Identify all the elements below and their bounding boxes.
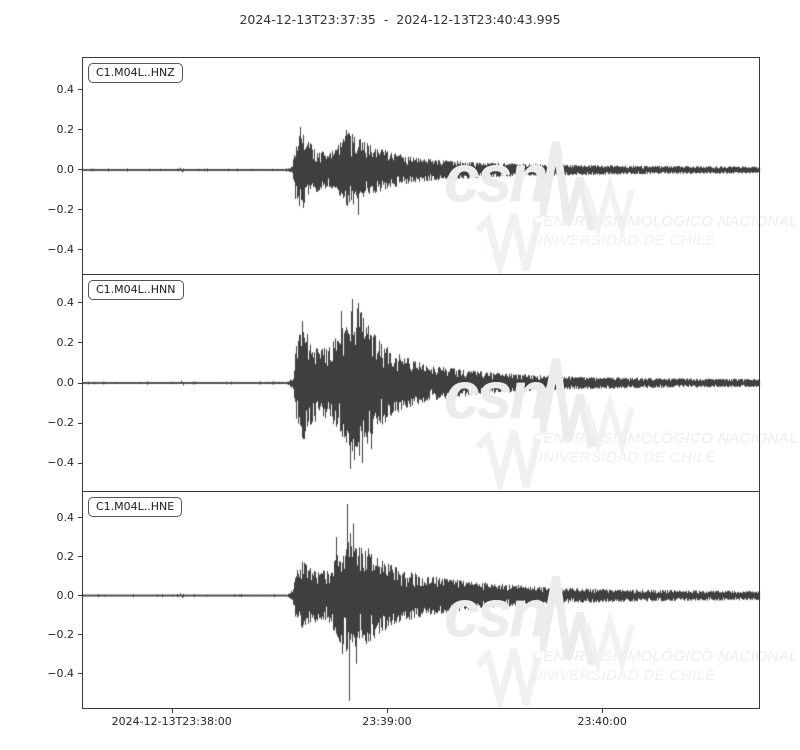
y-tick-label: 0.4: [56, 82, 75, 96]
y-tick-label: 0.0: [56, 588, 75, 602]
csn-watermark: csn CENTRO SISMOLÓGICO NACIONAL UNIVERSI…: [440, 140, 797, 287]
panel-divider: [82, 491, 760, 492]
y-tick-label: 0.0: [56, 376, 75, 389]
y-tick-label: 0.2: [56, 335, 75, 349]
csn-logo-text: csn: [444, 356, 548, 434]
y-tick-label: −0.2: [47, 627, 74, 641]
y-tick-label: −0.4: [47, 456, 74, 470]
y-tick-label: −0.2: [47, 416, 74, 430]
watermark-caption: CENTRO SISMOLÓGICO NACIONAL UNIVERSIDAD …: [532, 429, 798, 467]
watermark-line1: CENTRO SISMOLÓGICO NACIONAL: [532, 213, 798, 230]
axes-frame: [82, 57, 760, 709]
csn-watermark: csn CENTRO SISMOLÓGICO NACIONAL UNIVERSI…: [440, 357, 797, 504]
x-tick-label: 23:40:00: [577, 715, 627, 728]
seismic-zigzag-icon: [540, 141, 635, 240]
csn-w-zigzag-icon: [475, 213, 542, 274]
seismic-zigzag-icon: [540, 358, 635, 457]
seismic-zigzag-icon: [540, 576, 635, 675]
channel-label-hnn: C1.M04L..HNN: [88, 280, 184, 300]
x-tick-label: 23:39:00: [362, 715, 412, 728]
y-tick-mark: [78, 462, 82, 464]
y-tick-mark: [78, 209, 82, 211]
y-tick-label: −0.2: [47, 202, 74, 216]
y-tick-mark: [78, 129, 82, 131]
y-tick-label: 0.4: [56, 510, 75, 524]
y-tick-mark: [78, 302, 82, 304]
y-tick-mark: [78, 673, 82, 675]
watermark-line2: UNIVERSIDAD DE CHILE: [532, 449, 716, 466]
csn-w-zigzag-icon: [475, 430, 542, 491]
y-tick-mark: [78, 89, 82, 91]
y-tick-mark: [78, 422, 82, 424]
y-tick-mark: [78, 169, 82, 171]
watermark-line1: CENTRO SISMOLÓGICO NACIONAL: [532, 430, 798, 447]
channel-label-hnz: C1.M04L..HNZ: [88, 63, 183, 83]
y-tick-mark: [78, 517, 82, 519]
y-tick-mark: [78, 556, 82, 558]
y-tick-mark: [78, 342, 82, 344]
y-tick-mark: [78, 595, 82, 597]
x-tick-mark: [602, 709, 604, 713]
y-tick-mark: [78, 634, 82, 636]
watermark-line1: CENTRO SISMOLÓGICO NACIONAL: [532, 648, 798, 665]
panel-divider: [82, 274, 760, 275]
watermark-caption: CENTRO SISMOLÓGICO NACIONAL UNIVERSIDAD …: [532, 647, 798, 685]
watermark-line2: UNIVERSIDAD DE CHILE: [532, 667, 716, 684]
y-tick-mark: [78, 249, 82, 251]
y-tick-mark: [78, 382, 82, 384]
x-tick-mark: [171, 709, 173, 713]
csn-logo-text: csn: [444, 574, 548, 652]
csn-watermark: csn CENTRO SISMOLÓGICO NACIONAL UNIVERSI…: [440, 575, 797, 722]
y-tick-label: 0.0: [56, 162, 75, 176]
x-tick-label: 2024-12-13T23:38:00: [111, 715, 232, 728]
y-tick-label: −0.4: [47, 666, 74, 680]
csn-logo-text: csn: [444, 139, 548, 217]
channel-label-hne: C1.M04L..HNE: [88, 497, 183, 517]
csn-w-zigzag-icon: [475, 648, 542, 709]
y-tick-label: 0.4: [56, 295, 75, 309]
y-tick-label: 0.2: [56, 122, 75, 136]
y-tick-label: 0.2: [56, 549, 75, 563]
y-tick-label: −0.4: [47, 242, 74, 256]
watermark-line2: UNIVERSIDAD DE CHILE: [532, 232, 716, 249]
x-tick-mark: [386, 709, 388, 713]
watermark-caption: CENTRO SISMOLÓGICO NACIONAL UNIVERSIDAD …: [532, 212, 798, 250]
